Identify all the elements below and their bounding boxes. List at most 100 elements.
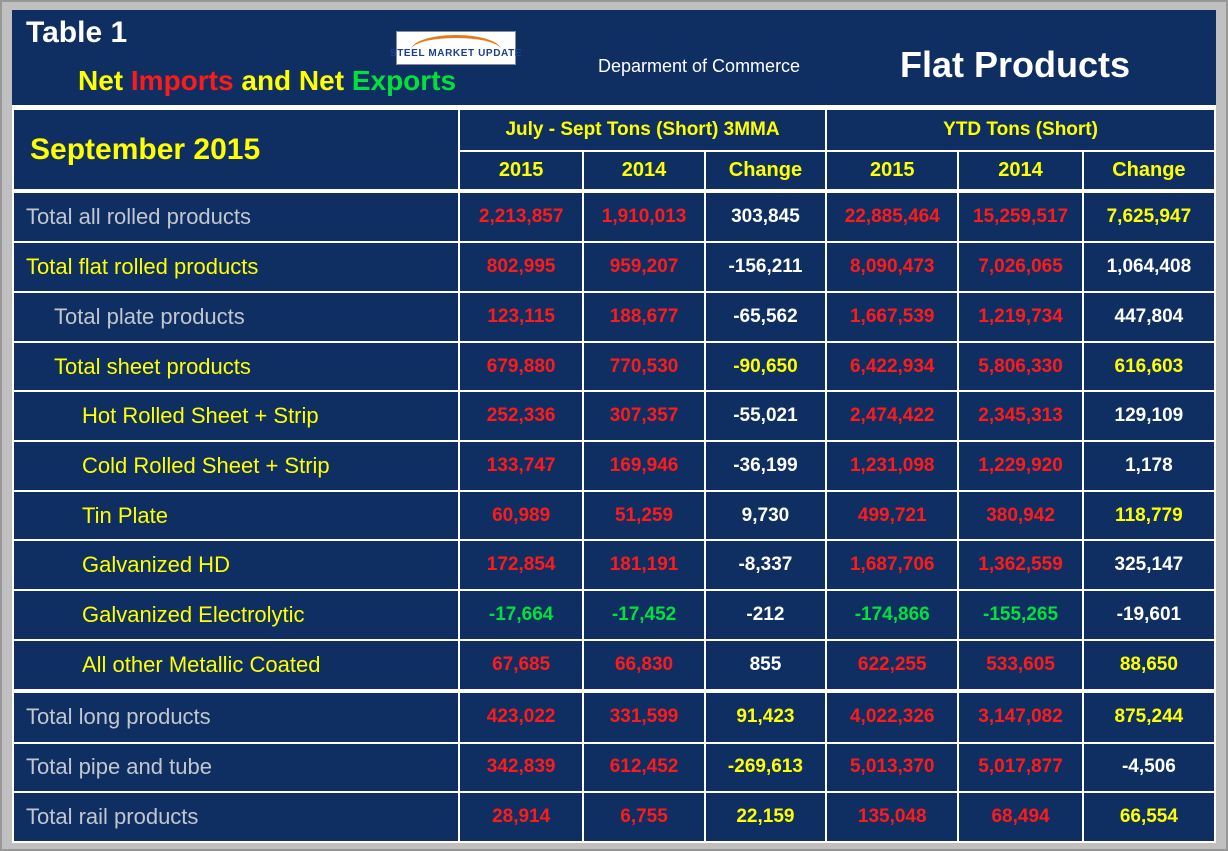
report-title: Net Imports and Net Exports (78, 65, 456, 97)
value-cell: 533,605 (957, 638, 1084, 693)
value-cell: 959,207 (582, 241, 706, 294)
value-cell: 342,839 (457, 741, 585, 794)
value-cell: 66,830 (582, 638, 706, 693)
value-cell: 1,231,098 (825, 440, 960, 492)
row-label: Hot Rolled Sheet + Strip (12, 390, 460, 443)
table-row: Total sheet products 679,880 770,530 -90,65… (12, 340, 1217, 393)
logo-swoosh-icon (411, 35, 501, 50)
value-cell: 60,989 (457, 489, 585, 542)
value-cell: -8,337 (703, 539, 828, 592)
value-cell: 6,422,934 (825, 340, 960, 393)
column-header: Change (1081, 150, 1217, 192)
table-row: Galvanized Electrolytic -17,664 -17,452 -21… (12, 589, 1217, 641)
value-cell: 5,017,877 (957, 741, 1084, 794)
value-cell: 2,474,422 (825, 390, 960, 443)
value-cell: 1,064,408 (1081, 241, 1217, 294)
table-row: Total all rolled products 2,213,857 1,910,… (12, 188, 1217, 244)
table-row: Total flat rolled products 802,995 959,207… (12, 241, 1217, 294)
value-cell: 7,625,947 (1081, 188, 1217, 244)
table-row: Total rail products 28,914 6,755 22,159 135,… (12, 791, 1217, 843)
value-cell: 1,687,706 (825, 539, 960, 592)
value-cell: 622,255 (825, 638, 960, 693)
group-header-row: September 2015 July - Sept Tons (Short) … (12, 108, 1216, 192)
value-cell: 129,109 (1081, 390, 1217, 443)
value-cell: 8,090,473 (825, 241, 960, 294)
row-label: Total plate products (12, 291, 460, 343)
value-cell: 28,914 (457, 791, 585, 843)
value-cell: 855 (703, 638, 828, 693)
subheader-row: 2015 2014 Change 2015 2014 Change (13, 150, 1217, 192)
value-cell: 1,362,559 (957, 539, 1084, 592)
value-cell: -174,866 (825, 589, 960, 641)
group-header-3mma: July - Sept Tons (Short) 3MMA (457, 108, 828, 152)
row-label: Galvanized HD (12, 539, 460, 592)
value-cell: 3,147,082 (957, 689, 1084, 744)
value-cell: -155,265 (957, 589, 1084, 641)
report-title-part: and Net (233, 65, 352, 96)
report-title-part: Net (78, 65, 131, 96)
month-header: September 2015 (12, 108, 460, 192)
value-cell: 612,452 (582, 741, 706, 794)
value-cell: 91,423 (703, 689, 828, 744)
row-label: Total flat rolled products (12, 241, 460, 294)
value-cell: 22,885,464 (825, 188, 960, 244)
table-row: Total long products 423,022 331,599 91,423 4… (12, 689, 1217, 744)
value-cell: 9,730 (703, 489, 828, 542)
table-row: Galvanized HD 172,854 181,191 -8,337 1,687,7… (12, 539, 1217, 592)
value-cell: 188,677 (582, 291, 706, 343)
column-header: 2015 (457, 150, 585, 192)
value-cell: 307,357 (582, 390, 706, 443)
value-cell: 380,942 (957, 489, 1084, 542)
value-cell: -156,211 (703, 241, 828, 294)
column-header: 2014 (582, 150, 706, 192)
value-cell: 88,650 (1081, 638, 1217, 693)
value-cell: 66,554 (1081, 791, 1217, 843)
report-title-part: Exports (351, 65, 457, 96)
group-header-ytd: YTD Tons (Short) (825, 108, 1216, 152)
table-row: Tin Plate 60,989 51,259 9,730 499,721 380,942… (12, 489, 1217, 542)
value-cell: -17,452 (582, 589, 706, 641)
column-header: Change (703, 150, 828, 192)
value-cell: 5,013,370 (825, 741, 960, 794)
value-cell: 133,747 (457, 440, 585, 492)
value-cell: -269,613 (703, 741, 828, 794)
table-row: All other Metallic Coated 67,685 66,830 855… (12, 638, 1217, 693)
table-row: Hot Rolled Sheet + Strip 252,336 307,357 -5… (12, 390, 1217, 443)
value-cell: 770,530 (582, 340, 706, 393)
report-sheet: Table 1 Net Imports and Net Exports STEE… (12, 10, 1217, 843)
value-cell: 15,259,517 (957, 188, 1084, 244)
value-cell: 68,494 (957, 791, 1084, 843)
value-cell: 118,779 (1081, 489, 1217, 542)
table-row: Cold Rolled Sheet + Strip 133,747 169,946-… (12, 440, 1217, 492)
value-cell: 679,880 (457, 340, 585, 393)
agency-label: Deparment of Commerce (598, 56, 801, 76)
value-cell: 6,755 (582, 791, 706, 843)
row-label: Galvanized Electrolytic (12, 589, 460, 641)
value-cell: 181,191 (582, 539, 706, 592)
value-cell: 169,946 (582, 440, 706, 492)
value-cell: 499,721 (825, 489, 960, 542)
logo-text: STEEL MARKET UPDATE (389, 48, 523, 59)
value-cell: 5,806,330 (957, 340, 1084, 393)
row-label: Total long products (12, 689, 460, 744)
row-label: Total pipe and tube (12, 741, 460, 794)
row-label: Total all rolled products (12, 188, 460, 244)
smu-logo: STEEL MARKET UPDATE (390, 31, 521, 65)
value-cell: -17,664 (457, 589, 585, 641)
value-cell: 2,213,857 (457, 188, 585, 244)
net-imports-exports-table: September 2015 July - Sept Tons (Short) … (12, 108, 1217, 843)
value-cell: 22,159 (703, 791, 828, 843)
value-cell: 1,910,013 (582, 188, 706, 244)
row-label: Tin Plate (12, 489, 460, 542)
value-cell: 51,259 (582, 489, 706, 542)
value-cell: -19,601 (1081, 589, 1217, 641)
value-cell: 67,685 (457, 638, 585, 693)
value-cell: 331,599 (582, 689, 706, 744)
value-cell: 1,667,539 (825, 291, 960, 343)
row-label: Total rail products (12, 791, 460, 843)
row-label: All other Metallic Coated (12, 638, 460, 693)
value-cell: 325,147 (1081, 539, 1217, 592)
value-cell: -90,650 (703, 340, 828, 393)
value-cell: -65,562 (703, 291, 828, 343)
